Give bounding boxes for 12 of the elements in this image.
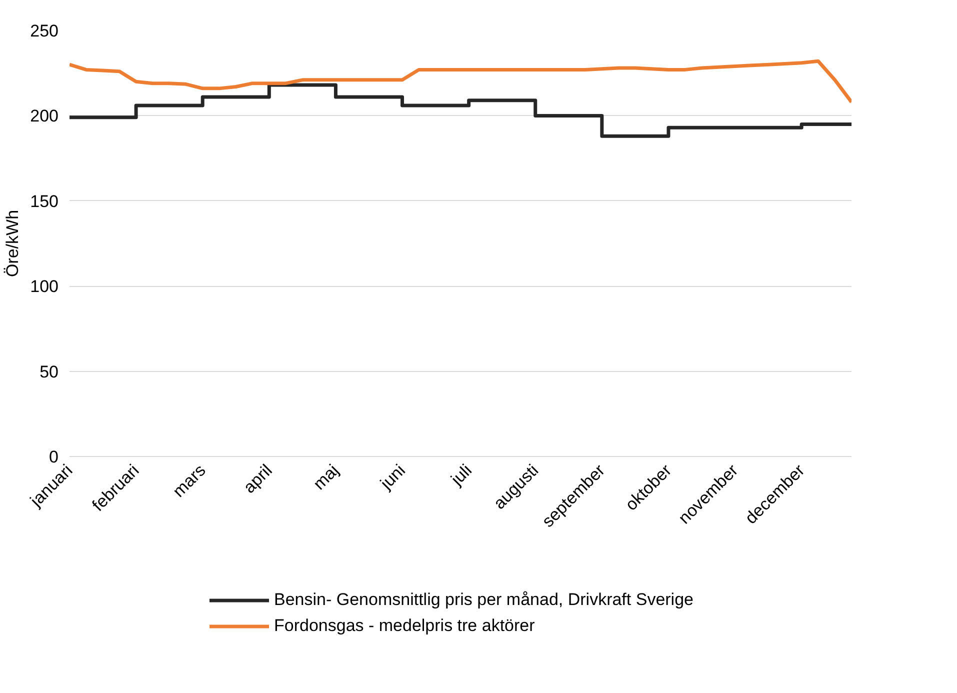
line-series <box>70 59 852 104</box>
y-axis-title: Öre/kWh <box>3 210 22 278</box>
y-tick-label: 100 <box>30 277 59 296</box>
legend-label: Fordonsgas - medelpris tre aktörer <box>274 616 535 636</box>
x-tick-label: juli <box>446 460 476 490</box>
y-tick-label: 0 <box>49 448 59 466</box>
y-tick-label: 250 <box>30 22 59 40</box>
y-tick-label: 50 <box>40 362 59 382</box>
x-tick-label: maj <box>310 460 342 494</box>
y-tick-label: 150 <box>30 192 59 211</box>
y-tick-label: 200 <box>30 106 59 126</box>
legend-label: Bensin- Genomsnittlig pris per månad, Drivkraft Sverige <box>274 590 694 610</box>
